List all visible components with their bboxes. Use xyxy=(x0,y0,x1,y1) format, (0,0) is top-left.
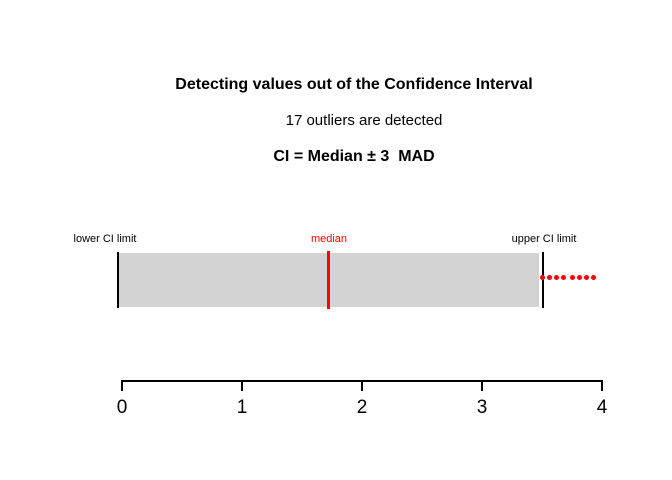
x-axis-tick-label: 1 xyxy=(236,397,248,418)
x-axis-tick-label: 2 xyxy=(356,397,368,418)
x-axis-tick xyxy=(241,380,243,391)
outlier-dot xyxy=(584,275,589,280)
outlier-dot xyxy=(540,275,545,280)
chart-title-line1: Detecting values out of the Confidence I… xyxy=(175,76,533,93)
outlier-dot xyxy=(591,275,596,280)
outlier-dot xyxy=(561,275,566,280)
upper-ci-label: upper CI limit xyxy=(511,233,577,245)
median-label: median xyxy=(310,233,348,245)
x-axis-tick-label: 4 xyxy=(596,397,608,418)
outlier-count-text: 17 outliers are detected xyxy=(285,112,443,129)
outlier-dot xyxy=(577,275,582,280)
outlier-dot xyxy=(554,275,559,280)
outlier-dot xyxy=(570,275,575,280)
x-axis-tick xyxy=(361,380,363,391)
upper-ci-line xyxy=(542,252,544,308)
x-axis-tick xyxy=(121,380,123,391)
chart-title: Detecting values out of the Confidence I… xyxy=(18,25,672,217)
outlier-dot xyxy=(547,275,552,280)
lower-ci-line xyxy=(117,252,119,308)
x-axis-tick-label: 3 xyxy=(476,397,488,418)
chart-title-line2: CI = Median ± 3 MAD xyxy=(273,148,435,165)
x-axis-tick-label: 0 xyxy=(116,397,128,418)
x-axis-tick xyxy=(601,380,603,391)
x-axis-tick xyxy=(481,380,483,391)
median-line xyxy=(327,251,330,309)
lower-ci-label: lower CI limit xyxy=(73,233,137,245)
